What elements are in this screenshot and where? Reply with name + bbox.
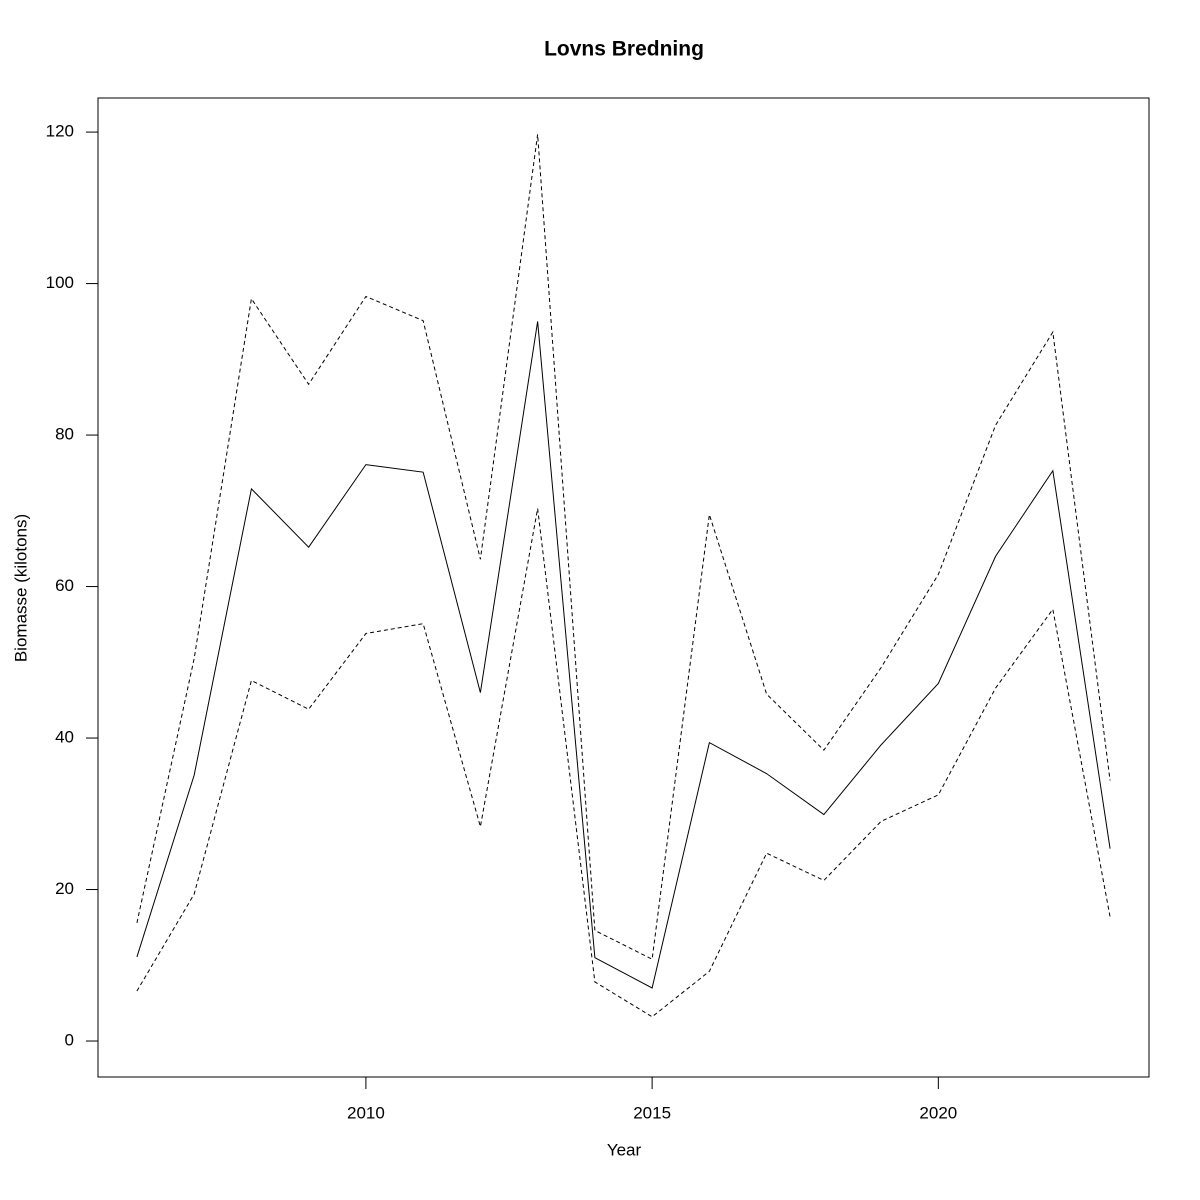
y-tick-label: 120 (46, 122, 74, 141)
plot-frame (97, 97, 1150, 1078)
y-tick-label: 100 (46, 273, 74, 292)
x-tick-label: 2020 (919, 1103, 957, 1122)
series-line (136, 508, 1111, 1018)
x-tick-label: 2010 (347, 1103, 385, 1122)
x-tick-label: 2015 (633, 1103, 671, 1122)
y-tick-label: 80 (55, 425, 74, 444)
y-tick-label: 20 (55, 879, 74, 898)
chart-title: Lovns Bredning (544, 38, 704, 61)
y-tick-label: 40 (55, 728, 74, 747)
series-line (136, 134, 1111, 960)
y-axis-label: Biomasse (kilotons) (11, 514, 30, 662)
y-tick-label: 0 (65, 1031, 74, 1050)
series-line (136, 321, 1111, 989)
x-axis-label: Year (607, 1140, 642, 1159)
y-tick-label: 60 (55, 576, 74, 595)
